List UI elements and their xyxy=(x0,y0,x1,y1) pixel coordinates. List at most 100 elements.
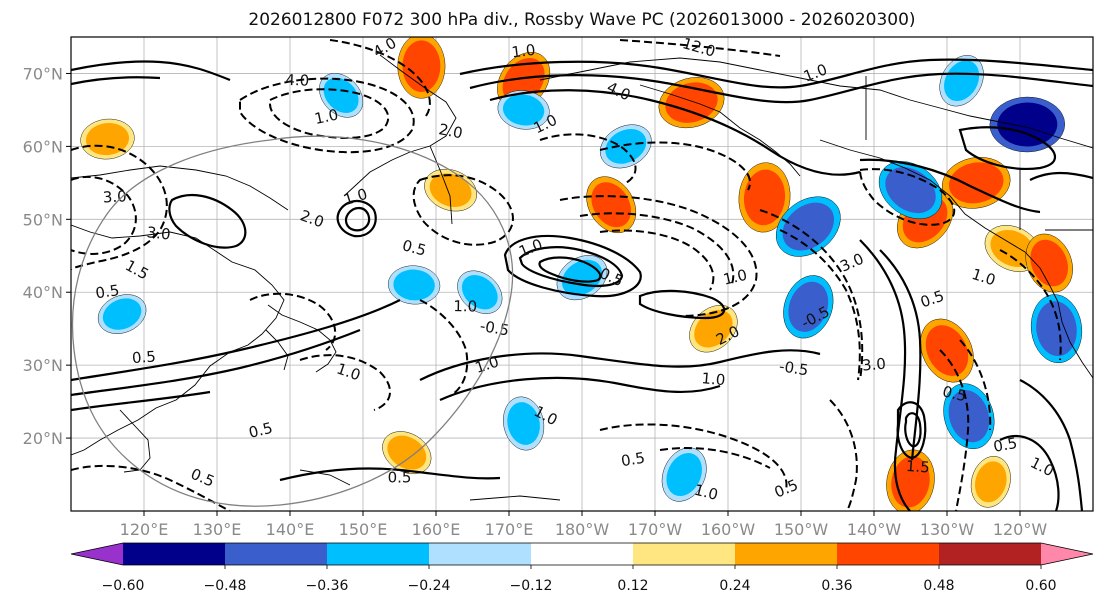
div-fill-region xyxy=(738,162,791,233)
colorbar-segment xyxy=(735,543,838,565)
colorbar-label: 0.24 xyxy=(719,578,750,594)
colorbar-label: 0.12 xyxy=(617,578,648,594)
div-fill-core xyxy=(743,169,786,226)
colorbar-segment xyxy=(939,543,1042,565)
x-tick-label: 120°W xyxy=(993,520,1048,539)
div-fill-region xyxy=(989,96,1065,153)
coastlines xyxy=(71,54,1093,501)
div-fill-region xyxy=(382,431,432,475)
div-fill-core xyxy=(694,309,733,348)
colorbar-segment xyxy=(225,543,328,565)
contour-label: 0.5 xyxy=(941,382,968,405)
y-tick-label: 40°N xyxy=(23,283,63,302)
colorbar-segment xyxy=(837,543,940,565)
x-tick-label: 160°E xyxy=(412,520,461,539)
div-fill-region xyxy=(497,90,550,130)
div-fill-core xyxy=(885,167,936,214)
contour-label: 0.5 xyxy=(992,434,1019,456)
colorbar-label: 0.36 xyxy=(821,578,852,594)
contour-label: 1.5 xyxy=(905,457,930,477)
contour-label: -0.5 xyxy=(778,357,810,379)
y-tick-label: 60°N xyxy=(23,137,63,156)
div-fill-region xyxy=(319,73,364,118)
div-fill-core xyxy=(990,229,1035,268)
colorbar-label: −0.60 xyxy=(102,578,145,594)
x-tick-label: 170°W xyxy=(628,520,683,539)
div-fill-core xyxy=(393,269,435,301)
contour-label: 1.0 xyxy=(511,41,537,62)
gridlines xyxy=(71,37,1093,511)
contour-label: 3.0 xyxy=(102,187,127,206)
div-fill-core xyxy=(605,128,647,164)
y-tick-label: 20°N xyxy=(23,429,63,448)
x-tick-label: 150°E xyxy=(339,520,388,539)
div-fill-core xyxy=(323,77,359,113)
colorbar-label: −0.24 xyxy=(408,578,451,594)
div-fill-region xyxy=(599,124,652,169)
y-tick-label: 30°N xyxy=(23,356,63,375)
div-fill-core xyxy=(85,123,130,156)
colorbar-label: −0.12 xyxy=(510,578,553,594)
colorbar-label: 0.48 xyxy=(923,578,954,594)
great-circle-outline xyxy=(71,135,514,507)
y-tick-label: 50°N xyxy=(23,210,63,229)
div-fill-core xyxy=(974,461,1007,503)
div-fill-core xyxy=(102,298,142,330)
div-fill-region xyxy=(387,265,441,305)
x-tick-label: 180°W xyxy=(555,520,610,539)
div-fill-core xyxy=(788,281,829,332)
colorbar-extend-high xyxy=(1041,543,1093,565)
x-tick-label: 150°W xyxy=(774,520,829,539)
colorbar-extend-low xyxy=(71,543,123,565)
chart-title: 2026012800 F072 300 hPa div., Rossby Wav… xyxy=(248,10,915,30)
colorbar-label: −0.36 xyxy=(306,578,349,594)
contour-label: 0.5 xyxy=(388,469,412,487)
colorbar-segment xyxy=(429,543,532,565)
divergence-fills xyxy=(80,37,1083,511)
contour-label: 1.0 xyxy=(701,369,726,389)
div-fill-region xyxy=(1030,294,1083,364)
div-fill-region xyxy=(920,318,974,383)
x-tick-label: 140°W xyxy=(847,520,902,539)
div-fill-core xyxy=(925,325,969,376)
colorbar-segment xyxy=(633,543,736,565)
y-axis-ticks: 20°N 30°N 40°N 50°N 60°N 70°N xyxy=(23,64,71,448)
div-fill-core xyxy=(502,94,545,126)
contour-label: 3.0 xyxy=(861,355,886,375)
contour-label: 1.0 xyxy=(722,266,749,289)
div-fill-region xyxy=(503,396,545,451)
div-fill-core xyxy=(1036,301,1077,357)
contour-label: 0.5 xyxy=(400,236,428,260)
x-tick-label: 120°E xyxy=(120,520,169,539)
div-fill-region xyxy=(97,294,147,334)
contour-label: 1.0 xyxy=(453,297,477,315)
div-fill-core xyxy=(997,102,1058,147)
div-fill-core xyxy=(665,82,718,123)
div-fill-core xyxy=(591,182,631,228)
contour-label: 4.0 xyxy=(285,71,309,90)
x-tick-label: 160°W xyxy=(701,520,756,539)
contour-label: 0.5 xyxy=(620,449,646,471)
div-fill-core xyxy=(1030,239,1069,287)
contour-label: 0.5 xyxy=(131,348,156,368)
div-fill-region xyxy=(878,161,943,220)
colorbar-segment xyxy=(123,543,226,565)
contour-label: 2.0 xyxy=(437,120,464,142)
div-fill-region xyxy=(457,270,503,314)
colorbar-label: 0.60 xyxy=(1025,578,1056,594)
div-fill-region xyxy=(661,447,707,502)
div-fill-region xyxy=(939,55,984,107)
div-fill-core xyxy=(666,453,702,497)
colorbar-label: −0.48 xyxy=(204,578,247,594)
div-fill-region xyxy=(1025,233,1073,293)
colorbar-segment xyxy=(327,543,430,565)
colorbar: −0.60 −0.48 −0.36 −0.24 −0.12 0.12 0.24 0.36 0.4… xyxy=(70,542,1094,594)
div-fill-core xyxy=(507,402,540,445)
x-tick-label: 170°E xyxy=(485,520,534,539)
contour-label: 1.0 xyxy=(692,481,720,504)
div-fill-core xyxy=(402,40,441,92)
x-tick-label: 130°E xyxy=(193,520,242,539)
colorbar-segment xyxy=(531,543,634,565)
contour-label: 0.5 xyxy=(94,281,120,302)
div-fill-region xyxy=(586,176,637,234)
